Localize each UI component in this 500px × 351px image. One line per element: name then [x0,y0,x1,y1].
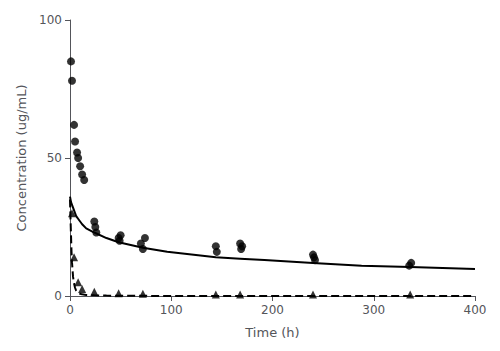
svg-text:Concentration (ug/mL): Concentration (ug/mL) [14,84,29,231]
svg-text:50: 50 [47,151,62,165]
svg-text:0: 0 [54,289,62,303]
svg-text:100: 100 [39,13,62,27]
svg-text:200: 200 [261,303,284,317]
svg-text:400: 400 [464,303,487,317]
svg-text:Time (h): Time (h) [244,325,299,340]
svg-text:300: 300 [362,303,385,317]
svg-text:100: 100 [160,303,183,317]
svg-text:0: 0 [66,303,74,317]
